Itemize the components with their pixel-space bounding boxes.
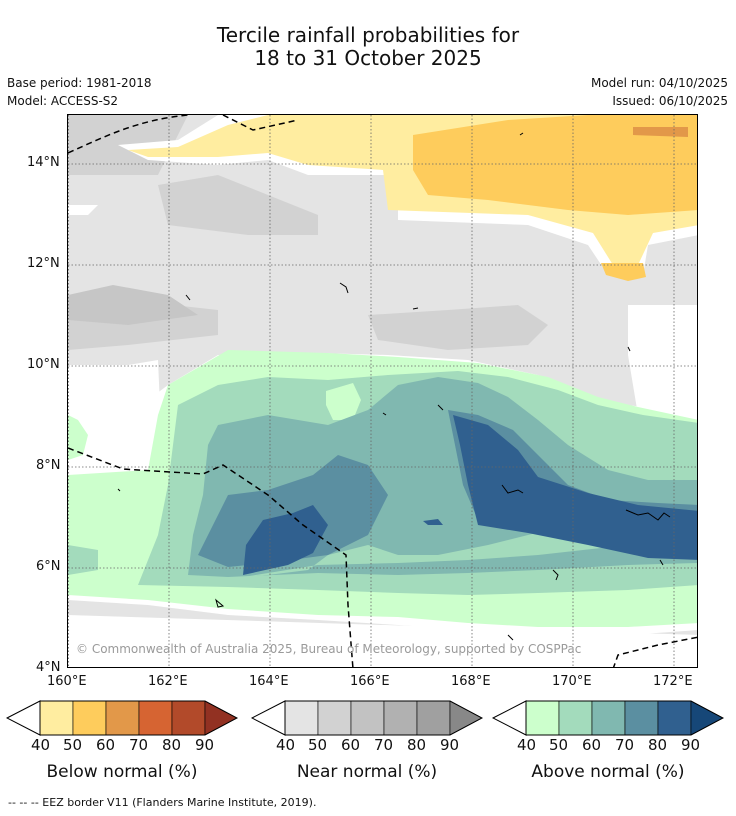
- legend-above-title: Above normal (%): [531, 762, 685, 782]
- legend-above-tick: 90: [681, 736, 701, 754]
- below-normal-50-small: [601, 263, 646, 281]
- lon-label-172e: 172°E: [653, 674, 693, 689]
- legend-below-swatch-3: [105, 700, 140, 736]
- legend-near-tick: 50: [308, 736, 328, 754]
- lat-label-14n: 14°N: [27, 155, 60, 170]
- legend-above-swatch-2: [558, 700, 593, 736]
- legend-below-swatch-2: [72, 700, 107, 736]
- legend-below-tick: 40: [31, 736, 51, 754]
- legend-near-swatch-4: [383, 700, 418, 736]
- legend-below-tick: 50: [63, 736, 83, 754]
- lat-label-8n: 8°N: [36, 458, 61, 473]
- map-canvas: [68, 115, 697, 667]
- legend-above-tick: 70: [615, 736, 635, 754]
- legend-above-swatch-4: [624, 700, 659, 736]
- lat-label-4n: 4°N: [36, 660, 61, 675]
- legend-above-swatch-3: [591, 700, 626, 736]
- legend-near-tick: 40: [276, 736, 296, 754]
- legend-near-title: Near normal (%): [296, 762, 438, 782]
- legend-above-swatch-6: [690, 700, 724, 736]
- islands: [117, 132, 671, 641]
- legend-near-normal-bar: [251, 700, 483, 736]
- legend-near-swatch-3: [350, 700, 385, 736]
- above-normal-40-inner: [326, 383, 361, 420]
- above-normal-50-west: [68, 545, 98, 575]
- title-line-1: Tercile rainfall probabilities for: [216, 23, 520, 47]
- near-normal-60-west: [68, 285, 198, 325]
- legend-near-tick: 90: [440, 736, 460, 754]
- legend-below-tick: 70: [129, 736, 149, 754]
- legend-above-tick: 60: [582, 736, 602, 754]
- lat-label-12n: 12°N: [27, 256, 60, 271]
- lon-label-162e: 162°E: [148, 674, 188, 689]
- lon-label-170e: 170°E: [552, 674, 592, 689]
- lon-label-168e: 168°E: [451, 674, 491, 689]
- lon-label-164e: 164°E: [249, 674, 289, 689]
- legend-below-normal-bar: [6, 700, 238, 736]
- model-name: Model: ACCESS-S2: [7, 94, 119, 108]
- eez-borders: [68, 115, 697, 667]
- copyright-notice: © Commonwealth of Australia 2025, Bureau…: [76, 642, 582, 656]
- lat-label-6n: 6°N: [36, 559, 61, 574]
- legend-near-swatch-2: [317, 700, 352, 736]
- legend-near-tick: 70: [374, 736, 394, 754]
- legend-near-swatch-6: [449, 700, 483, 736]
- meta-left: Base period: 1981-2018 Model: ACCESS-S2: [7, 74, 152, 110]
- above-normal-40-west-edge: [68, 415, 88, 460]
- legend-above-swatch-5: [657, 700, 692, 736]
- legend-below-tick: 90: [195, 736, 215, 754]
- legend-below-tick: 80: [162, 736, 182, 754]
- legend-near-tick: 80: [407, 736, 427, 754]
- above-normal-80-east: [453, 415, 697, 560]
- near-normal-50-north: [158, 175, 318, 235]
- above-normal-70-west: [198, 455, 388, 567]
- title-line-2: 18 to 31 October 2025: [254, 46, 482, 70]
- model-run: Model run: 04/10/2025: [590, 76, 728, 90]
- legend-near-swatch-5: [416, 700, 451, 736]
- above-normal-80-spot: [423, 519, 443, 525]
- legend-below-swatch-4: [138, 700, 173, 736]
- legend-below-title: Below normal (%): [46, 762, 198, 782]
- no-signal-region-south: [68, 615, 697, 667]
- legend-near-swatch-1: [284, 700, 319, 736]
- lat-label-10n: 10°N: [27, 357, 60, 372]
- below-normal-50: [413, 115, 697, 215]
- lon-label-166e: 166°E: [350, 674, 390, 689]
- meta-right: Model run: 04/10/2025 Issued: 06/10/2025: [591, 74, 728, 110]
- legend-above-normal-bar: [492, 700, 724, 736]
- legend-below-tick: 60: [96, 736, 116, 754]
- near-normal-50-central: [368, 305, 548, 350]
- legend-above-tick: 50: [549, 736, 569, 754]
- graticule: [68, 115, 697, 667]
- base-period: Base period: 1981-2018: [7, 76, 152, 90]
- legend-below-swatch-6: [204, 700, 238, 736]
- legend-near-tick: 60: [341, 736, 361, 754]
- legend-below-swatch-1: [39, 700, 74, 736]
- legend-below-swatch-5: [171, 700, 206, 736]
- no-signal-region-nw: [68, 205, 98, 215]
- issued-date: Issued: 06/10/2025: [612, 94, 728, 108]
- legend-above-swatch-1: [525, 700, 560, 736]
- above-normal-80-west: [243, 505, 328, 575]
- legend-above-tick: 80: [648, 736, 668, 754]
- rainfall-map: © Commonwealth of Australia 2025, Bureau…: [67, 114, 698, 668]
- lon-label-160e: 160°E: [47, 674, 87, 689]
- legend-above-tick: 40: [517, 736, 537, 754]
- eez-footnote: -- -- -- EEZ border V11 (Flanders Marine…: [8, 796, 317, 809]
